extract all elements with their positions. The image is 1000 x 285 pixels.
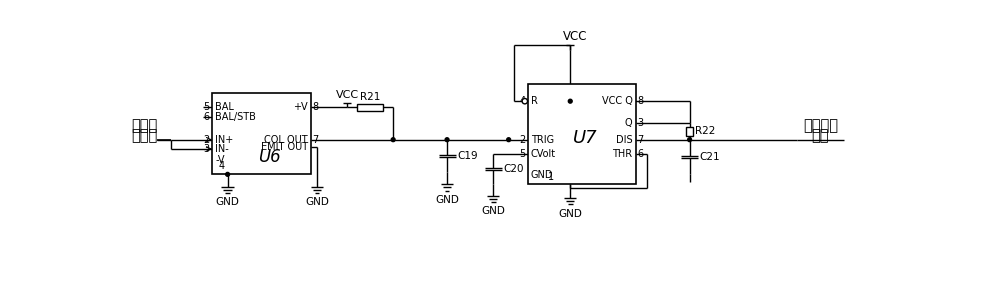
Text: 5: 5 [519,148,526,158]
Text: COL OUT: COL OUT [264,135,308,145]
Text: C20: C20 [503,164,524,174]
Text: 整形信号: 整形信号 [803,119,838,134]
Circle shape [688,138,692,142]
Text: GND: GND [481,206,505,216]
Text: IN+: IN+ [215,135,234,145]
Circle shape [568,99,572,103]
Circle shape [226,172,230,176]
Text: U6: U6 [258,148,281,166]
Text: -V: -V [215,156,225,166]
Text: R21: R21 [360,91,380,101]
Text: 2: 2 [204,135,210,145]
Text: 输出: 输出 [812,129,829,144]
Bar [686,127,693,136]
Text: GND: GND [216,198,240,207]
Text: +V: +V [293,102,308,112]
Bar [212,93,311,174]
Text: R: R [531,96,538,106]
Text: 3: 3 [204,144,210,154]
Circle shape [507,138,511,142]
Text: GND: GND [305,198,329,207]
Text: 3: 3 [637,118,643,128]
Text: VCC Q: VCC Q [602,96,633,106]
Text: TRIG: TRIG [531,135,554,145]
Text: C21: C21 [700,152,720,162]
Text: 5: 5 [204,102,210,112]
Text: 4: 4 [519,96,526,106]
Bar [357,104,383,111]
Text: GND: GND [435,195,459,205]
Text: 2: 2 [519,135,526,145]
Text: BAL: BAL [215,102,234,112]
Text: 8: 8 [312,102,318,112]
Text: U7: U7 [573,129,598,147]
Text: 号输入: 号输入 [131,128,158,143]
Circle shape [391,138,395,142]
Text: 7: 7 [637,135,643,145]
Text: 高频信: 高频信 [131,119,158,134]
Text: Q: Q [625,118,633,128]
Text: VCC: VCC [336,90,359,100]
Text: DIS: DIS [616,135,633,145]
Text: 6: 6 [204,112,210,122]
Circle shape [445,138,449,142]
Text: 6: 6 [637,148,643,158]
Text: THR: THR [612,148,633,158]
Text: 7: 7 [312,135,319,145]
Text: GND: GND [558,209,582,219]
Text: BAL/STB: BAL/STB [215,112,256,122]
Circle shape [522,99,528,104]
Text: R22: R22 [695,126,716,136]
Text: GND: GND [531,170,553,180]
Bar [528,84,636,184]
Text: IN-: IN- [215,144,229,154]
Text: 4: 4 [218,161,225,171]
Text: C19: C19 [457,151,478,161]
Text: CVolt: CVolt [531,148,556,158]
Text: 8: 8 [637,96,643,106]
Text: EMIT OUT: EMIT OUT [261,142,308,152]
Text: VCC: VCC [563,30,587,43]
Text: 1: 1 [548,172,554,182]
